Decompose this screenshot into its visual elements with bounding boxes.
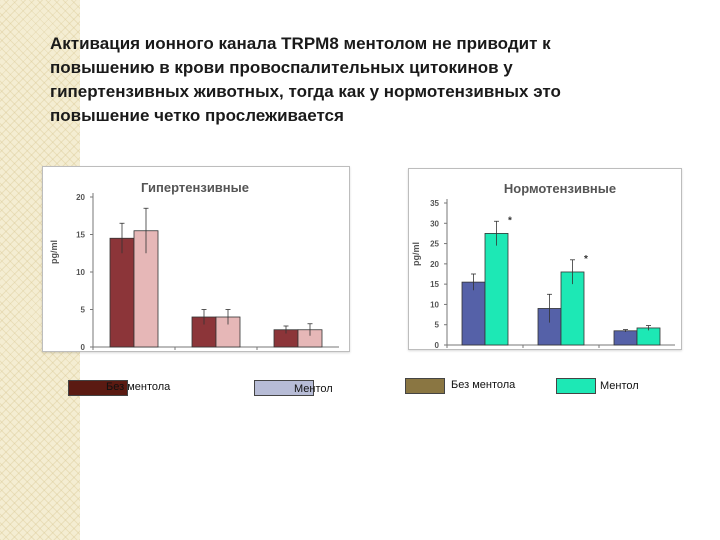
y-tick-label: 20 xyxy=(76,193,85,202)
y-tick-label: 5 xyxy=(435,321,440,330)
bar xyxy=(109,237,135,348)
significance-annotation: * xyxy=(508,215,512,226)
legend-swatch xyxy=(405,378,445,394)
legend-swatch xyxy=(556,378,596,394)
significance-annotation: * xyxy=(584,254,588,265)
legend-label: Ментол xyxy=(600,380,639,392)
legend-label: Ментол xyxy=(294,383,333,395)
bar xyxy=(461,281,486,346)
bar xyxy=(484,233,509,346)
bar xyxy=(613,330,638,346)
y-tick-label: 10 xyxy=(76,268,85,277)
y-axis-label: pg/ml xyxy=(49,240,59,264)
y-tick-label: 15 xyxy=(430,280,439,289)
title-line: Активация ионного канала TRPM8 ментолом … xyxy=(50,34,551,53)
title-line: повышение четко прослеживается xyxy=(50,106,344,125)
y-tick-label: 35 xyxy=(430,199,439,208)
y-axis-label: pg/ml xyxy=(411,242,421,266)
slide-title: Активация ионного канала TRPM8 ментолом … xyxy=(50,32,690,128)
chart-normotensive-svg: Нормотензивныеpg/ml05101520253035IL-6IL-… xyxy=(411,181,675,363)
legend-label: Без ментола xyxy=(106,381,171,393)
chart-title: Гипертензивные xyxy=(141,180,249,195)
y-tick-label: 30 xyxy=(430,219,439,228)
legend-label: Без ментола xyxy=(451,379,516,391)
y-tick-label: 0 xyxy=(435,341,440,349)
y-tick-label: 15 xyxy=(76,231,85,240)
y-tick-label: 10 xyxy=(430,300,439,309)
legend-swatch xyxy=(254,380,314,396)
legend-swatch xyxy=(68,380,128,396)
bar xyxy=(636,327,661,346)
y-tick-label: 0 xyxy=(81,343,86,351)
y-tick-label: 5 xyxy=(81,306,86,315)
chart-title: Нормотензивные xyxy=(504,181,616,196)
y-tick-label: 25 xyxy=(430,240,439,249)
y-tick-label: 20 xyxy=(430,260,439,269)
title-line: гипертензивных животных, тогда как у нор… xyxy=(50,82,561,101)
title-line: повышению в крови провоспалительных цито… xyxy=(50,58,513,77)
chart-normotensive: Нормотензивныеpg/ml05101520253035IL-6IL-… xyxy=(408,168,682,363)
